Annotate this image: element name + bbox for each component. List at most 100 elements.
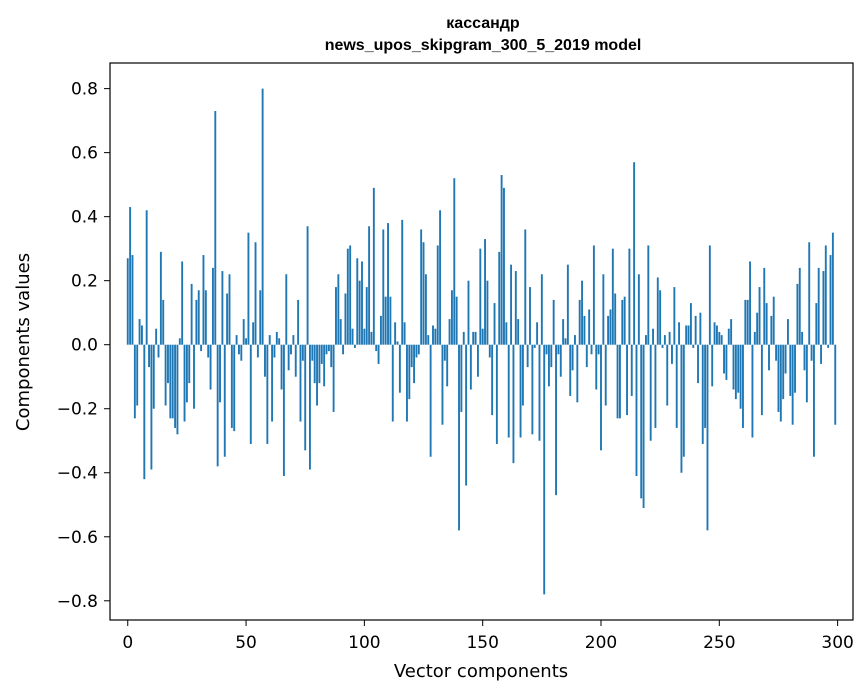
bar: [394, 322, 397, 345]
y-tick-label: 0.4: [71, 208, 98, 228]
bar: [753, 331, 756, 345]
bar: [413, 344, 416, 384]
bar: [602, 274, 605, 345]
y-tick-label: −0.6: [57, 528, 98, 548]
y-tick-label: −0.2: [57, 400, 98, 420]
bar: [495, 344, 498, 444]
bar: [429, 344, 432, 457]
bar: [723, 344, 725, 374]
bar: [427, 335, 430, 345]
bar: [746, 299, 749, 345]
bar: [391, 344, 394, 422]
bar: [673, 287, 676, 345]
bar: [375, 344, 378, 352]
bar: [768, 344, 770, 371]
bar: [261, 88, 264, 345]
bar: [477, 344, 479, 377]
bar: [410, 344, 413, 368]
bar: [829, 255, 832, 345]
bar: [592, 245, 595, 345]
bar: [796, 283, 799, 345]
bar: [389, 296, 392, 345]
bar: [791, 344, 794, 425]
bar: [694, 315, 697, 345]
bar: [543, 344, 546, 595]
bar: [519, 344, 522, 438]
bar: [708, 245, 711, 345]
bar: [313, 344, 316, 384]
bar: [306, 226, 309, 345]
bar: [815, 303, 818, 345]
bar: [789, 344, 792, 396]
bar: [817, 267, 820, 345]
bar: [193, 344, 195, 409]
bar: [498, 251, 501, 345]
bar: [252, 322, 255, 345]
bar: [808, 242, 811, 345]
bar: [370, 331, 373, 345]
bar: [143, 344, 146, 480]
bar: [353, 344, 356, 348]
bar: [254, 242, 257, 345]
bar: [178, 338, 181, 345]
bar: [640, 344, 643, 499]
bar: [503, 187, 505, 345]
bar: [266, 344, 269, 444]
bar: [720, 335, 723, 345]
bar: [415, 344, 418, 358]
bar: [195, 299, 198, 345]
bar: [481, 328, 484, 345]
bar: [228, 274, 231, 345]
bar: [335, 287, 337, 345]
bar: [176, 344, 179, 435]
bar: [148, 344, 150, 368]
bar: [782, 344, 785, 400]
bar: [304, 344, 307, 451]
bar: [138, 319, 141, 345]
bar: [699, 312, 702, 345]
bar: [484, 239, 486, 345]
x-tick-label: 300: [821, 633, 853, 653]
bar: [786, 319, 789, 345]
bar: [238, 344, 240, 355]
bar: [621, 299, 624, 345]
bar: [576, 344, 579, 403]
bar: [446, 344, 449, 387]
bar: [351, 328, 354, 345]
bar: [564, 338, 567, 345]
bar: [190, 283, 193, 345]
bar: [458, 344, 460, 531]
bar: [169, 344, 172, 419]
bar: [337, 274, 340, 345]
bar: [547, 344, 550, 387]
x-tick-label: 250: [703, 633, 735, 653]
bar: [630, 344, 633, 396]
bar: [280, 344, 283, 390]
bar: [756, 312, 759, 345]
bar: [633, 162, 636, 345]
bar: [434, 328, 437, 345]
bar: [155, 328, 158, 345]
bar: [479, 248, 482, 345]
bar: [235, 335, 238, 345]
bar: [344, 293, 347, 345]
bar: [680, 344, 683, 473]
bar: [545, 344, 548, 355]
bar: [432, 325, 434, 345]
bar: [574, 335, 576, 345]
bar: [171, 344, 174, 419]
bar: [162, 299, 165, 345]
bar: [505, 322, 508, 345]
bar: [332, 344, 335, 412]
bar: [813, 344, 815, 457]
x-tick-label: 50: [235, 633, 257, 653]
bar: [697, 344, 699, 384]
bar: [777, 344, 780, 412]
y-axis-ticks: −0.8 −0.6 −0.4 −0.2 0.0 0.2 0.4 0.6 0.8: [57, 80, 110, 612]
bar: [129, 207, 132, 345]
bar: [346, 248, 349, 345]
bar: [794, 344, 796, 393]
bar: [659, 290, 662, 345]
bar: [472, 331, 475, 345]
bar: [282, 344, 285, 476]
